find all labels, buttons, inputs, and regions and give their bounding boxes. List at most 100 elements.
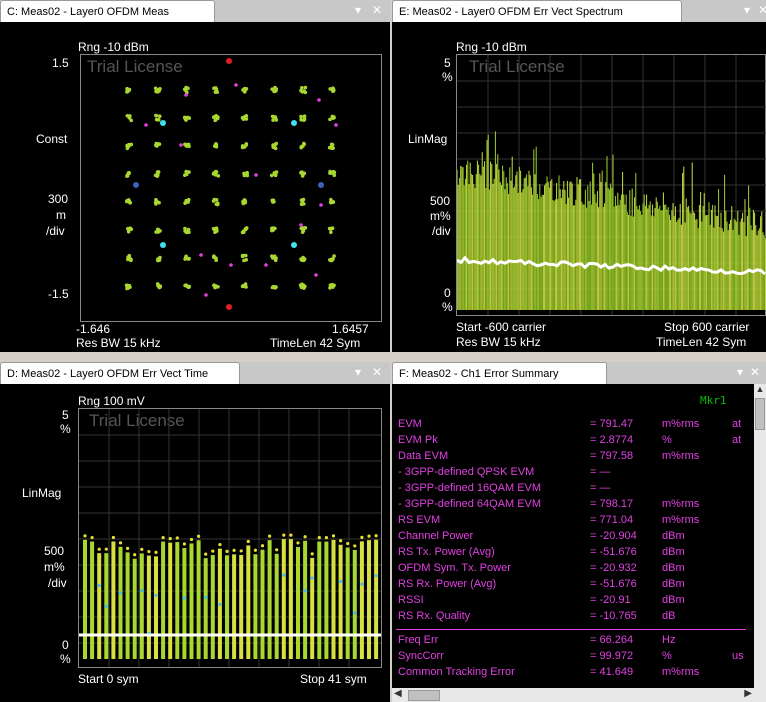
constellation-cluster [299, 197, 306, 207]
y-scale-unit: m% [44, 560, 65, 574]
y-mode-label: Const [36, 132, 68, 146]
summary-row: RS EVM = 771.04 m%rms [392, 514, 754, 530]
summary-label: EVM [398, 418, 422, 430]
constellation-cluster [328, 169, 337, 178]
constellation-point [314, 273, 318, 277]
y-top-unit: % [442, 70, 453, 84]
constellation-cluster [183, 197, 191, 205]
constellation-cluster [299, 114, 307, 122]
constellation-cluster [271, 141, 279, 151]
summary-row: Freq Err = 66.264 Hz [392, 634, 754, 650]
y-bottom-unit: % [60, 652, 71, 666]
summary-unit: % [662, 650, 672, 662]
tab-err-vect-time[interactable]: D: Meas02 - Layer0 OFDM Err Vect Time [0, 362, 240, 384]
constellation-cluster [240, 142, 249, 150]
pin-icon[interactable]: ▾ [355, 365, 362, 379]
summary-row: Data EVM = 797.58 m%rms [392, 450, 754, 466]
constellation-cluster [298, 282, 307, 290]
summary-value: = 798.17 [590, 498, 634, 510]
constellation-point [291, 242, 297, 248]
constellation-cluster [211, 113, 220, 123]
scroll-h-thumb[interactable] [408, 690, 440, 701]
summary-value: = 41.649 [590, 666, 634, 678]
y-bottom-unit: % [442, 300, 453, 314]
summary-extra: at [732, 418, 742, 430]
summary-value: = -20.932 [590, 562, 637, 574]
y-scale-per: /div [432, 224, 451, 238]
range-label: Rng 100 mV [78, 394, 145, 408]
summary-value: = -10.765 [590, 610, 637, 622]
summary-extra: us [732, 650, 744, 662]
summary-label: - 3GPP-defined 64QAM EVM [398, 498, 542, 510]
scroll-left-icon[interactable]: ◀ [394, 688, 402, 699]
constellation-point [318, 182, 324, 188]
y-bottom-value: 0 [62, 638, 69, 652]
close-icon[interactable]: ✕ [750, 365, 761, 379]
pin-icon[interactable]: ▾ [744, 3, 751, 17]
scroll-up-icon[interactable]: ▲ [755, 384, 765, 394]
summary-unit: m%rms [662, 418, 700, 430]
summary-row: - 3GPP-defined 16QAM EVM = — [392, 482, 754, 498]
constellation-point [184, 93, 188, 97]
constellation-cluster [211, 254, 218, 263]
constellation-cluster [270, 254, 278, 263]
constellation-cluster [241, 198, 248, 206]
close-icon[interactable]: ✕ [372, 3, 383, 17]
constellation-cluster [183, 254, 191, 261]
summary-divider [396, 629, 746, 630]
x-left-label: Start -600 carrier [456, 320, 547, 334]
footer-left: Res BW 15 kHz [456, 335, 541, 349]
close-icon[interactable]: ✕ [758, 3, 766, 17]
scroll-thumb[interactable] [755, 398, 765, 430]
constellation-cluster [154, 141, 162, 148]
summary-label: RSSI [398, 594, 424, 606]
close-icon[interactable]: ✕ [372, 365, 383, 379]
y-top-value: 5 [62, 408, 69, 422]
tab-error-summary[interactable]: F: Meas02 - Ch1 Error Summary [392, 362, 607, 384]
footer-right: TimeLen 42 Sym [656, 335, 747, 349]
constellation-cluster [126, 253, 133, 263]
constellation-cluster [126, 226, 134, 234]
tab-err-vect-spectrum[interactable]: E: Meas02 - Layer0 OFDM Err Vect Spectru… [392, 0, 682, 22]
scroll-right-icon[interactable]: ▶ [744, 688, 752, 699]
pin-icon[interactable]: ▾ [355, 3, 362, 17]
constellation-cluster [270, 284, 278, 290]
constellation-cluster [299, 226, 308, 234]
footer-right: TimeLen 42 Sym [270, 336, 361, 350]
summary-unit: m%rms [662, 666, 700, 678]
summary-label: Data EVM [398, 450, 449, 462]
summary-value: = — [590, 466, 611, 478]
summary-unit: Hz [662, 634, 676, 646]
constellation-cluster [328, 86, 336, 93]
constellation-point [160, 120, 166, 126]
constellation-cluster [125, 113, 133, 123]
summary-value: = 771.04 [590, 514, 634, 526]
constellation-cluster [125, 142, 134, 151]
time-bars [83, 533, 379, 659]
pane-constellation: C: Meas02 - Layer0 OFDM Meas ▾ ✕ Rng -10… [0, 0, 390, 352]
constellation-cluster [328, 197, 336, 205]
constellation-cluster [327, 254, 336, 263]
spectrum-trace [457, 55, 766, 315]
marker-label: Mkr1 [700, 394, 727, 407]
summary-row: EVM = 791.47 m%rms at [392, 418, 754, 434]
summary-value: = -51.676 [590, 546, 637, 558]
horizontal-scrollbar[interactable]: ◀ ▶ [392, 688, 754, 702]
summary-label: RS Rx. Power (Avg) [398, 578, 497, 590]
tab-constellation[interactable]: C: Meas02 - Layer0 OFDM Meas [0, 0, 215, 22]
constellation-cluster [182, 115, 192, 122]
y-scale-value: 300 [48, 192, 69, 206]
y-scale-value: 500 [44, 544, 65, 558]
y-mode-label: LinMag [408, 132, 448, 146]
vertical-scrollbar[interactable]: ▲ [754, 384, 766, 702]
summary-unit: m%rms [662, 450, 700, 462]
y-bottom-label: -1.5 [48, 287, 69, 301]
constellation-point [299, 223, 303, 227]
constellation-point [226, 304, 232, 310]
pin-icon[interactable]: ▾ [737, 365, 744, 379]
x-left-label: Start 0 sym [78, 672, 139, 686]
summary-value: = 2.8774 [590, 434, 634, 446]
trial-watermark: Trial License [89, 411, 185, 430]
x-right-label: 1.6457 [332, 322, 369, 336]
summary-row: Common Tracking Error = 41.649 m%rms [392, 666, 754, 682]
